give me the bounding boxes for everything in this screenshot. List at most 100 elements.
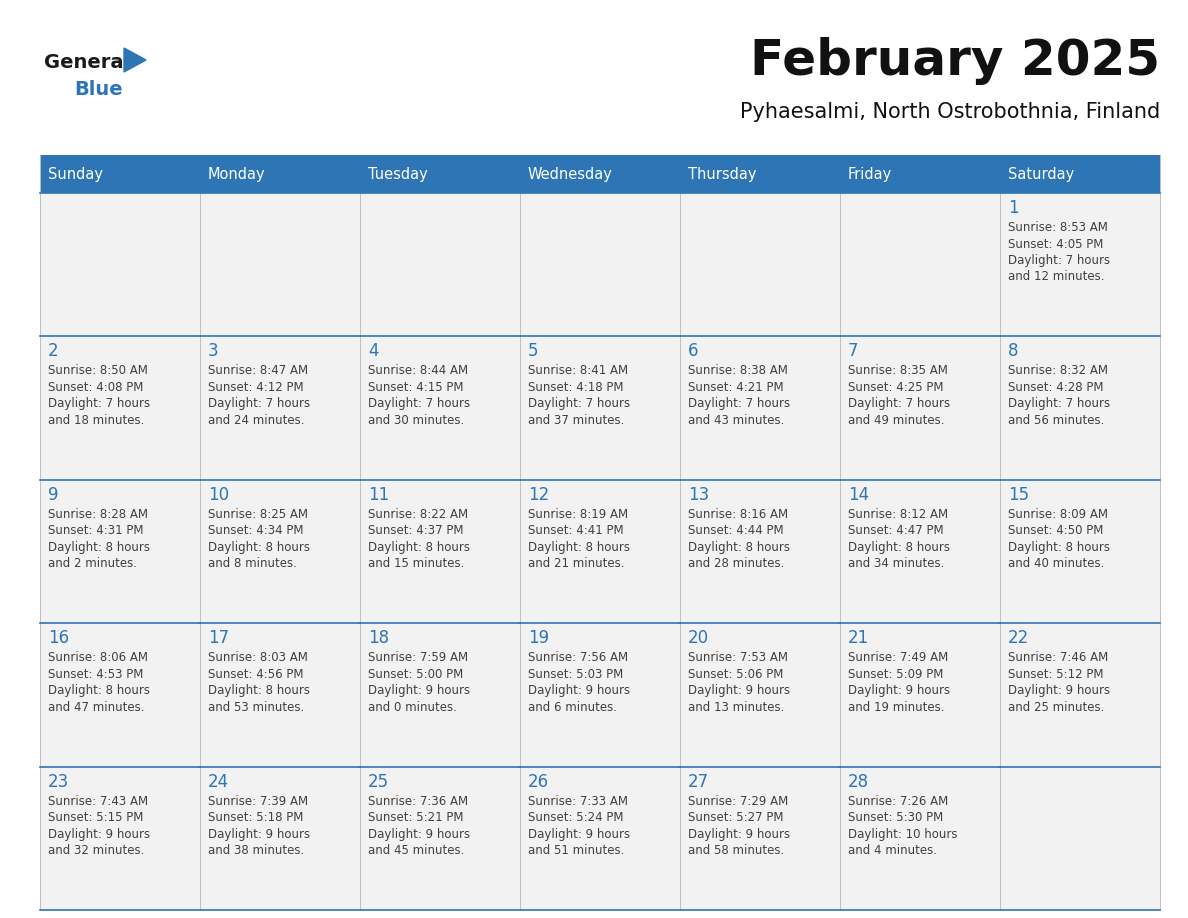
- Text: 24: 24: [208, 773, 229, 790]
- Text: 2: 2: [48, 342, 58, 361]
- Bar: [840, 336, 1000, 480]
- Bar: [40, 623, 200, 767]
- Text: Sunrise: 7:33 AM
Sunset: 5:24 PM
Daylight: 9 hours
and 51 minutes.: Sunrise: 7:33 AM Sunset: 5:24 PM Dayligh…: [527, 795, 630, 857]
- Bar: [840, 623, 1000, 767]
- Bar: [360, 767, 520, 910]
- Text: 11: 11: [368, 486, 390, 504]
- Bar: [1000, 336, 1159, 480]
- Bar: [360, 193, 520, 336]
- Bar: [1000, 623, 1159, 767]
- Text: 26: 26: [527, 773, 549, 790]
- Text: 13: 13: [688, 486, 709, 504]
- Text: 10: 10: [208, 486, 229, 504]
- Text: Sunrise: 8:22 AM
Sunset: 4:37 PM
Daylight: 8 hours
and 15 minutes.: Sunrise: 8:22 AM Sunset: 4:37 PM Dayligh…: [368, 508, 470, 570]
- Text: 17: 17: [208, 629, 229, 647]
- Text: 3: 3: [208, 342, 219, 361]
- Text: Sunrise: 7:53 AM
Sunset: 5:06 PM
Daylight: 9 hours
and 13 minutes.: Sunrise: 7:53 AM Sunset: 5:06 PM Dayligh…: [688, 651, 790, 713]
- Text: Saturday: Saturday: [1007, 166, 1074, 182]
- Bar: [40, 155, 200, 193]
- Text: 27: 27: [688, 773, 709, 790]
- Text: 14: 14: [848, 486, 870, 504]
- Bar: [520, 193, 680, 336]
- Text: 21: 21: [848, 629, 870, 647]
- Bar: [40, 480, 200, 623]
- Text: 5: 5: [527, 342, 538, 361]
- Text: Sunrise: 7:39 AM
Sunset: 5:18 PM
Daylight: 9 hours
and 38 minutes.: Sunrise: 7:39 AM Sunset: 5:18 PM Dayligh…: [208, 795, 310, 857]
- Text: 19: 19: [527, 629, 549, 647]
- Text: Sunrise: 8:44 AM
Sunset: 4:15 PM
Daylight: 7 hours
and 30 minutes.: Sunrise: 8:44 AM Sunset: 4:15 PM Dayligh…: [368, 364, 470, 427]
- Text: Friday: Friday: [848, 166, 892, 182]
- Text: Sunrise: 8:38 AM
Sunset: 4:21 PM
Daylight: 7 hours
and 43 minutes.: Sunrise: 8:38 AM Sunset: 4:21 PM Dayligh…: [688, 364, 790, 427]
- Text: Sunrise: 7:49 AM
Sunset: 5:09 PM
Daylight: 9 hours
and 19 minutes.: Sunrise: 7:49 AM Sunset: 5:09 PM Dayligh…: [848, 651, 950, 713]
- Text: 22: 22: [1007, 629, 1029, 647]
- Bar: [840, 155, 1000, 193]
- Text: 23: 23: [48, 773, 69, 790]
- Bar: [1000, 155, 1159, 193]
- Bar: [360, 336, 520, 480]
- Text: Thursday: Thursday: [688, 166, 757, 182]
- Text: Sunrise: 8:03 AM
Sunset: 4:56 PM
Daylight: 8 hours
and 53 minutes.: Sunrise: 8:03 AM Sunset: 4:56 PM Dayligh…: [208, 651, 310, 713]
- Bar: [680, 480, 840, 623]
- Bar: [680, 155, 840, 193]
- Bar: [1000, 193, 1159, 336]
- Text: Sunrise: 7:29 AM
Sunset: 5:27 PM
Daylight: 9 hours
and 58 minutes.: Sunrise: 7:29 AM Sunset: 5:27 PM Dayligh…: [688, 795, 790, 857]
- Bar: [40, 193, 200, 336]
- Text: Sunrise: 8:41 AM
Sunset: 4:18 PM
Daylight: 7 hours
and 37 minutes.: Sunrise: 8:41 AM Sunset: 4:18 PM Dayligh…: [527, 364, 630, 427]
- Text: February 2025: February 2025: [750, 37, 1159, 85]
- Text: Sunrise: 8:50 AM
Sunset: 4:08 PM
Daylight: 7 hours
and 18 minutes.: Sunrise: 8:50 AM Sunset: 4:08 PM Dayligh…: [48, 364, 150, 427]
- Bar: [40, 336, 200, 480]
- Text: Sunrise: 8:35 AM
Sunset: 4:25 PM
Daylight: 7 hours
and 49 minutes.: Sunrise: 8:35 AM Sunset: 4:25 PM Dayligh…: [848, 364, 950, 427]
- Bar: [520, 480, 680, 623]
- Polygon shape: [124, 48, 146, 72]
- Text: 20: 20: [688, 629, 709, 647]
- Text: 6: 6: [688, 342, 699, 361]
- Text: Sunrise: 8:47 AM
Sunset: 4:12 PM
Daylight: 7 hours
and 24 minutes.: Sunrise: 8:47 AM Sunset: 4:12 PM Dayligh…: [208, 364, 310, 427]
- Text: 9: 9: [48, 486, 58, 504]
- Bar: [200, 155, 360, 193]
- Bar: [200, 767, 360, 910]
- Bar: [360, 623, 520, 767]
- Text: Sunrise: 8:25 AM
Sunset: 4:34 PM
Daylight: 8 hours
and 8 minutes.: Sunrise: 8:25 AM Sunset: 4:34 PM Dayligh…: [208, 508, 310, 570]
- Bar: [680, 193, 840, 336]
- Text: Blue: Blue: [74, 80, 122, 99]
- Text: General: General: [44, 53, 131, 72]
- Text: Sunrise: 7:36 AM
Sunset: 5:21 PM
Daylight: 9 hours
and 45 minutes.: Sunrise: 7:36 AM Sunset: 5:21 PM Dayligh…: [368, 795, 470, 857]
- Text: 4: 4: [368, 342, 379, 361]
- Bar: [680, 767, 840, 910]
- Bar: [840, 480, 1000, 623]
- Bar: [200, 623, 360, 767]
- Text: Monday: Monday: [208, 166, 266, 182]
- Text: 12: 12: [527, 486, 549, 504]
- Text: 18: 18: [368, 629, 390, 647]
- Bar: [200, 193, 360, 336]
- Bar: [840, 193, 1000, 336]
- Text: 16: 16: [48, 629, 69, 647]
- Text: Sunrise: 7:59 AM
Sunset: 5:00 PM
Daylight: 9 hours
and 0 minutes.: Sunrise: 7:59 AM Sunset: 5:00 PM Dayligh…: [368, 651, 470, 713]
- Bar: [360, 155, 520, 193]
- Text: Tuesday: Tuesday: [368, 166, 428, 182]
- Text: Wednesday: Wednesday: [527, 166, 613, 182]
- Bar: [1000, 480, 1159, 623]
- Text: Sunrise: 7:43 AM
Sunset: 5:15 PM
Daylight: 9 hours
and 32 minutes.: Sunrise: 7:43 AM Sunset: 5:15 PM Dayligh…: [48, 795, 150, 857]
- Text: Sunrise: 7:46 AM
Sunset: 5:12 PM
Daylight: 9 hours
and 25 minutes.: Sunrise: 7:46 AM Sunset: 5:12 PM Dayligh…: [1007, 651, 1110, 713]
- Text: 7: 7: [848, 342, 859, 361]
- Text: Sunrise: 7:56 AM
Sunset: 5:03 PM
Daylight: 9 hours
and 6 minutes.: Sunrise: 7:56 AM Sunset: 5:03 PM Dayligh…: [527, 651, 630, 713]
- Bar: [680, 623, 840, 767]
- Bar: [840, 767, 1000, 910]
- Text: Sunrise: 8:28 AM
Sunset: 4:31 PM
Daylight: 8 hours
and 2 minutes.: Sunrise: 8:28 AM Sunset: 4:31 PM Dayligh…: [48, 508, 150, 570]
- Bar: [520, 336, 680, 480]
- Bar: [1000, 767, 1159, 910]
- Text: 1: 1: [1007, 199, 1018, 217]
- Bar: [200, 336, 360, 480]
- Text: Sunrise: 8:32 AM
Sunset: 4:28 PM
Daylight: 7 hours
and 56 minutes.: Sunrise: 8:32 AM Sunset: 4:28 PM Dayligh…: [1007, 364, 1110, 427]
- Text: 28: 28: [848, 773, 870, 790]
- Text: Sunrise: 8:53 AM
Sunset: 4:05 PM
Daylight: 7 hours
and 12 minutes.: Sunrise: 8:53 AM Sunset: 4:05 PM Dayligh…: [1007, 221, 1110, 284]
- Text: 8: 8: [1007, 342, 1018, 361]
- Bar: [520, 767, 680, 910]
- Bar: [360, 480, 520, 623]
- Text: Sunday: Sunday: [48, 166, 103, 182]
- Text: 25: 25: [368, 773, 390, 790]
- Text: Sunrise: 8:06 AM
Sunset: 4:53 PM
Daylight: 8 hours
and 47 minutes.: Sunrise: 8:06 AM Sunset: 4:53 PM Dayligh…: [48, 651, 150, 713]
- Text: 15: 15: [1007, 486, 1029, 504]
- Text: Sunrise: 7:26 AM
Sunset: 5:30 PM
Daylight: 10 hours
and 4 minutes.: Sunrise: 7:26 AM Sunset: 5:30 PM Dayligh…: [848, 795, 958, 857]
